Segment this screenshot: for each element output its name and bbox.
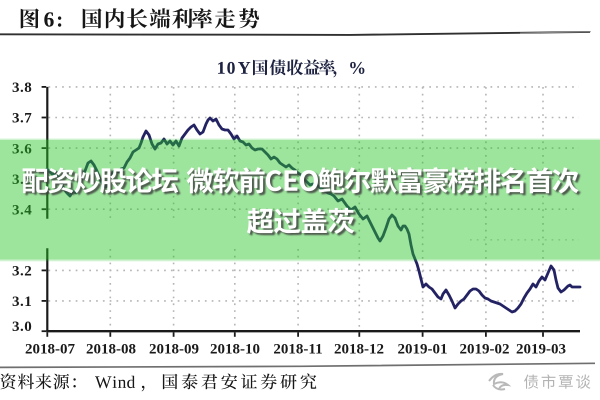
svg-text:2018-07: 2018-07 (25, 341, 75, 357)
svg-text:3.7: 3.7 (12, 111, 32, 127)
svg-text:3.8: 3.8 (12, 80, 32, 96)
svg-text:2019-02: 2019-02 (460, 341, 510, 357)
svg-text:2018-08: 2018-08 (86, 341, 136, 357)
svg-text:3.4: 3.4 (12, 202, 32, 218)
svg-text:2018-10: 2018-10 (210, 341, 260, 357)
svg-text:3.0: 3.0 (12, 319, 32, 335)
svg-text:2019-01: 2019-01 (398, 341, 448, 357)
svg-text:2019-03: 2019-03 (516, 341, 566, 357)
svg-text:3.1: 3.1 (12, 294, 32, 310)
svg-text:2018-12: 2018-12 (334, 341, 384, 357)
svg-text:2018-09: 2018-09 (149, 341, 199, 357)
svg-text:3.6: 3.6 (12, 141, 32, 157)
svg-text:3.2: 3.2 (12, 264, 32, 280)
svg-text:2018-11: 2018-11 (273, 341, 322, 357)
